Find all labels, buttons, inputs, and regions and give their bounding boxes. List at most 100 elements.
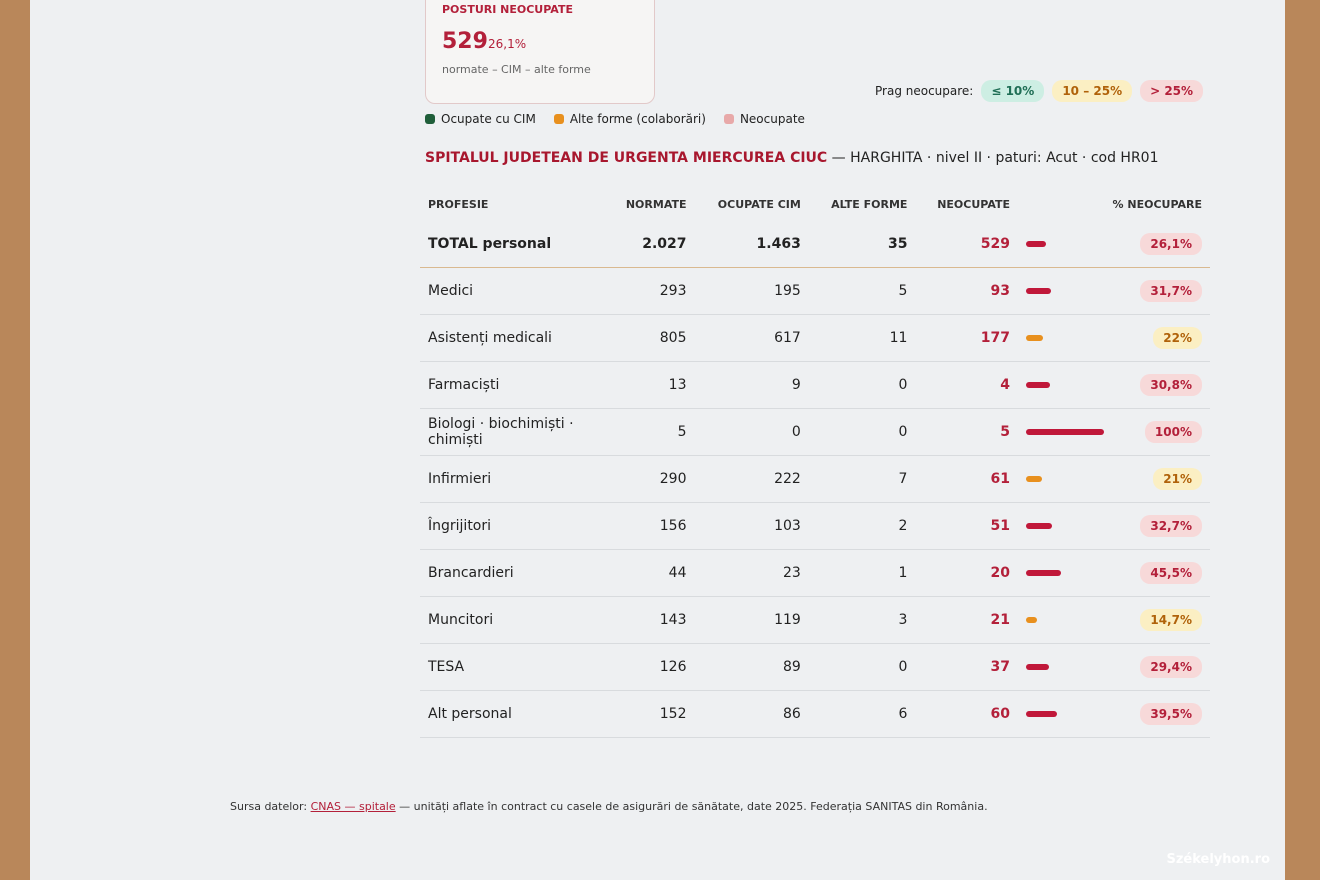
normate: 156 [606, 502, 695, 550]
footer: Sursa datelor: CNAS — spitale — unități … [230, 800, 1030, 813]
pct-pill: 32,7% [1140, 515, 1202, 537]
normate: 152 [606, 690, 695, 738]
hospital-name: SPITALUL JUDETEAN DE URGENTA MIERCUREA C… [425, 150, 828, 166]
pct-bar [1026, 570, 1062, 576]
pct-cell: 30,8% [1124, 361, 1210, 409]
neocupate: 5 [915, 408, 1018, 456]
profession: Farmaciști [420, 361, 606, 409]
footer-link[interactable]: CNAS — spitale [310, 800, 396, 813]
bar-cell [1018, 502, 1124, 550]
alte-forme: 3 [808, 596, 916, 644]
profession: Biologi · biochimiști · chimiști [420, 408, 606, 456]
threshold-pill: ≤ 10% [981, 80, 1045, 102]
bar-cell [1018, 314, 1124, 362]
ocupate-cim: 23 [694, 549, 809, 597]
normate: 44 [606, 549, 695, 597]
normate: 5 [606, 408, 695, 456]
card-value: 529 [442, 29, 488, 54]
pct-bar [1026, 382, 1051, 388]
pct-pill: 29,4% [1140, 656, 1202, 678]
pct-pill: 22% [1153, 327, 1202, 349]
hospital-details: — HARGHITA · nivel II · paturi: Acut · c… [831, 150, 1159, 166]
neocupate: 529 [915, 221, 1018, 268]
pct-cell: 100% [1124, 408, 1210, 456]
pct-bar [1026, 664, 1049, 670]
alte-forme: 35 [808, 221, 916, 268]
bar-cell [1018, 455, 1124, 503]
table-row: Muncitori 143 119 3 21 14,7% [420, 596, 1210, 644]
legend-label: Ocupate cu CIM [441, 112, 536, 126]
profession: Infirmieri [420, 455, 606, 503]
neocupate: 20 [915, 549, 1018, 597]
pct-bar [1026, 288, 1051, 294]
pct-cell: 26,1% [1124, 221, 1210, 268]
normate: 143 [606, 596, 695, 644]
profession: TESA [420, 643, 606, 691]
legend-label: Neocupate [739, 112, 805, 126]
column-header: NORMATE [625, 198, 687, 211]
table-row: TOTAL personal 2.027 1.463 35 529 26,1% [420, 221, 1210, 268]
ocupate-cim: 103 [694, 502, 809, 550]
ocupate-cim: 0 [694, 408, 809, 456]
profession: Asistenți medicali [420, 314, 606, 362]
table-row: Biologi · biochimiști · chimiști 5 0 0 5 100% [420, 408, 1210, 456]
pct-cell: 14,7% [1124, 596, 1210, 644]
alte-forme: 7 [808, 455, 916, 503]
pct-bar [1026, 523, 1052, 529]
hospital: SPITALUL JUDETEAN DE URGENTA MIERCUREA C… [425, 150, 1159, 166]
pct-cell: 29,4% [1124, 643, 1210, 691]
pct-bar [1026, 617, 1038, 623]
paper: POSTURI NEOCUPATE 529 26,1% normate – CI… [30, 0, 1285, 880]
table-row: TESA 126 89 0 37 29,4% [420, 643, 1210, 691]
normate: 290 [606, 455, 695, 503]
pct-cell: 22% [1124, 314, 1210, 362]
neocupate: 4 [915, 361, 1018, 409]
card-sub: normate – CIM – alte forme [442, 63, 591, 76]
card-label: POSTURI NEOCUPATE [442, 3, 573, 16]
pct-bar [1026, 711, 1057, 717]
profession: Medici [420, 267, 606, 315]
table-row: Alt personal 152 86 6 60 39,5% [420, 690, 1210, 738]
neocupate: 51 [915, 502, 1018, 550]
pct-cell: 21% [1124, 455, 1210, 503]
legend-item: Neocupate [723, 112, 805, 126]
table-row: Medici 293 195 5 93 31,7% [420, 267, 1210, 315]
table-row: Asistenți medicali 805 617 11 177 22% [420, 314, 1210, 362]
pct-cell: 39,5% [1124, 690, 1210, 738]
legend-swatch [425, 114, 435, 124]
pct-bar [1026, 335, 1044, 341]
pct-cell: 32,7% [1124, 502, 1210, 550]
profession: Îngrijitori [420, 502, 606, 550]
bar-cell [1018, 267, 1124, 315]
normate: 126 [606, 643, 695, 691]
pct-pill: 14,7% [1140, 609, 1202, 631]
threshold: Prag neocupare: ≤ 10% 10 – 25% > 25% [875, 80, 1204, 102]
table-body: TOTAL personal 2.027 1.463 35 529 26,1% Medici… [420, 221, 1210, 738]
normate: 805 [606, 314, 695, 362]
normate: 13 [606, 361, 695, 409]
alte-forme: 0 [808, 361, 916, 409]
legend-item: Alte forme (colaborări) [553, 112, 706, 126]
table-row: Farmaciști 13 9 0 4 30,8% [420, 361, 1210, 409]
ocupate-cim: 119 [694, 596, 809, 644]
column-header: OCUPATE CIM [717, 198, 801, 211]
ocupate-cim: 222 [694, 455, 809, 503]
watermark: Székelyhon.ro [1166, 852, 1270, 867]
neocupate: 93 [915, 267, 1018, 315]
profession: Muncitori [420, 596, 606, 644]
ocupate-cim: 9 [694, 361, 809, 409]
threshold-label: Prag neocupare: [875, 84, 974, 98]
pct-pill: 100% [1144, 421, 1202, 443]
pct-pill: 30,8% [1140, 374, 1202, 396]
header-row: PROFESIE NORMATE OCUPATE CIM ALTE FORME NEOC… [420, 180, 1210, 221]
bar-cell [1018, 643, 1124, 691]
pct-bar [1026, 241, 1047, 247]
threshold-pill: 10 – 25% [1052, 80, 1133, 102]
pct-pill: 39,5% [1140, 703, 1202, 725]
legend-label: Alte forme (colaborări) [569, 112, 706, 126]
legend-swatch [723, 114, 734, 124]
profession: Alt personal [420, 690, 606, 738]
pct-cell: 31,7% [1124, 267, 1210, 315]
footer-prefix: Sursa datelor: [230, 800, 308, 813]
